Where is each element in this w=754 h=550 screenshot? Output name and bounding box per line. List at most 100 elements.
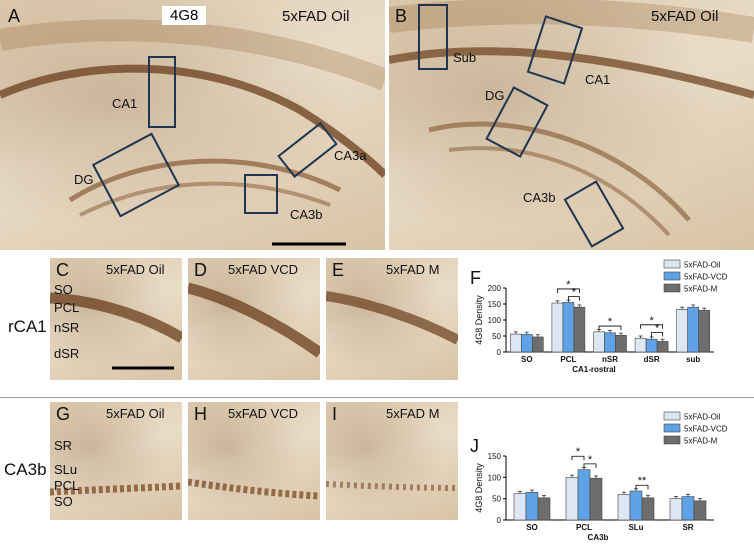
bar [551,302,564,353]
layer-label-dsr: dSR [54,346,80,361]
panel-h-micrograph: H 5xFAD VCD [188,402,320,520]
panel-i-condition: 5xFAD M [386,406,440,421]
bar [634,337,647,353]
panel-e-micrograph: E 5xFAD M [326,258,458,380]
bar [565,477,579,521]
chart-panel-letter: J [470,436,479,456]
region-label-dg-b: DG [485,88,505,103]
x-tick-label: PCL [560,355,576,364]
region-label-sub: Sub [453,50,477,65]
legend-swatch [663,423,681,433]
legend-label: 5xFAD-VCD [684,425,728,434]
panel-c-cell-layer [50,292,182,370]
chart-panel-f: F 4G8 Density 0 50 100 150 200 SO PCL nSR dSR sub CA… [470,259,728,374]
legend-swatch [663,259,681,269]
panel-i-cell-layer [326,481,458,491]
legend-label: 5xFAD-M [684,285,718,294]
bar [604,332,616,353]
y-tick-label: 50 [492,332,501,341]
row-label-ca3b: CA3b [4,460,47,479]
panel-i-letter: I [332,404,338,424]
legend-swatch [663,283,681,293]
layer-label-slu: SLu [54,462,78,477]
significance-marker: ** [638,475,647,487]
bar [669,498,683,521]
panel-b-micrograph: B 5xFAD Oil Sub CA1 DG CA3b [389,0,754,250]
x-tick-label: dSR [644,355,660,364]
significance-marker: * [576,446,581,458]
layer-label-pcl: PCL [54,300,80,315]
bar [676,309,688,353]
panel-g-micrograph: G 5xFAD Oil SR SLu PCL SO [50,402,182,520]
y-tick-label: 0 [497,348,502,357]
bar [693,500,707,521]
row-divider [0,397,754,398]
bar [537,497,551,521]
bar [645,338,658,353]
legend-swatch [663,435,681,445]
panel-g-cell-layer [50,482,182,496]
y-tick-label: 100 [488,473,502,482]
panel-e-letter: E [332,260,345,280]
y-axis-label: 4G8 Density [474,295,484,345]
bar [509,333,522,353]
significance-marker: * [566,279,571,291]
bar [562,302,575,353]
region-label-ca3b-b: CA3b [523,190,556,205]
region-label-ca3a: CA3a [334,148,367,163]
x-tick-label: sub [686,355,700,364]
panel-h-letter: H [194,404,207,424]
y-tick-label: 200 [488,284,502,293]
panel-b-condition: 5xFAD Oil [651,8,719,25]
x-tick-label: SO [526,523,538,532]
significance-marker: * [608,316,613,328]
bar [520,334,533,353]
roi-box-sub [418,4,448,70]
x-axis-label: CA3b [588,533,609,542]
bar [681,496,695,521]
x-tick-label: SR [682,523,693,532]
x-tick-label: SLu [628,523,643,532]
y-tick-label: 150 [488,300,502,309]
panel-h-cell-layer [188,478,320,500]
legend-label: 5xFAD-Oil [684,413,721,422]
bar [615,335,627,353]
significance-bracket [571,455,585,461]
panel-a-letter: A [8,6,21,26]
x-tick-label: nSR [602,355,618,364]
significance-bracket [583,463,597,468]
significance-marker: * [649,315,654,327]
panel-h-condition: 5xFAD VCD [228,406,299,421]
row-label-rca1: rCA1 [8,317,47,336]
chart-panel-letter: F [470,268,481,288]
x-axis-label: CA1-rostral [572,365,616,374]
panel-a-condition: 5xFAD Oil [282,8,350,25]
y-tick-label: 150 [488,452,502,461]
bar [525,491,539,521]
panel-d-letter: D [194,260,207,280]
roi-box-ca1 [148,56,176,128]
legend-label: 5xFAD-Oil [684,261,721,270]
significance-bracket [598,325,622,331]
significance-bracket [640,324,663,329]
panel-a-stain: 4G8 [162,6,207,25]
panel-d-cell-layer [188,282,320,358]
bar [629,490,643,521]
significance-marker: * [655,322,660,334]
bar [593,331,605,353]
panel-d-condition: 5xFAD VCD [228,262,299,277]
bar [532,336,544,353]
x-tick-label: PCL [576,523,592,532]
significance-bracket [635,484,649,490]
region-label-dg: DG [74,172,94,187]
bar [617,494,631,521]
panel-b-letter: B [395,6,408,26]
panel-d-micrograph: D 5xFAD VCD [188,258,320,380]
roi-box-ca3b [244,174,278,214]
bar [656,341,669,353]
region-label-ca1: CA1 [112,96,138,111]
significance-bracket [568,296,580,301]
significance-bracket [651,332,663,337]
layer-label-so-ca3: SO [54,494,73,509]
